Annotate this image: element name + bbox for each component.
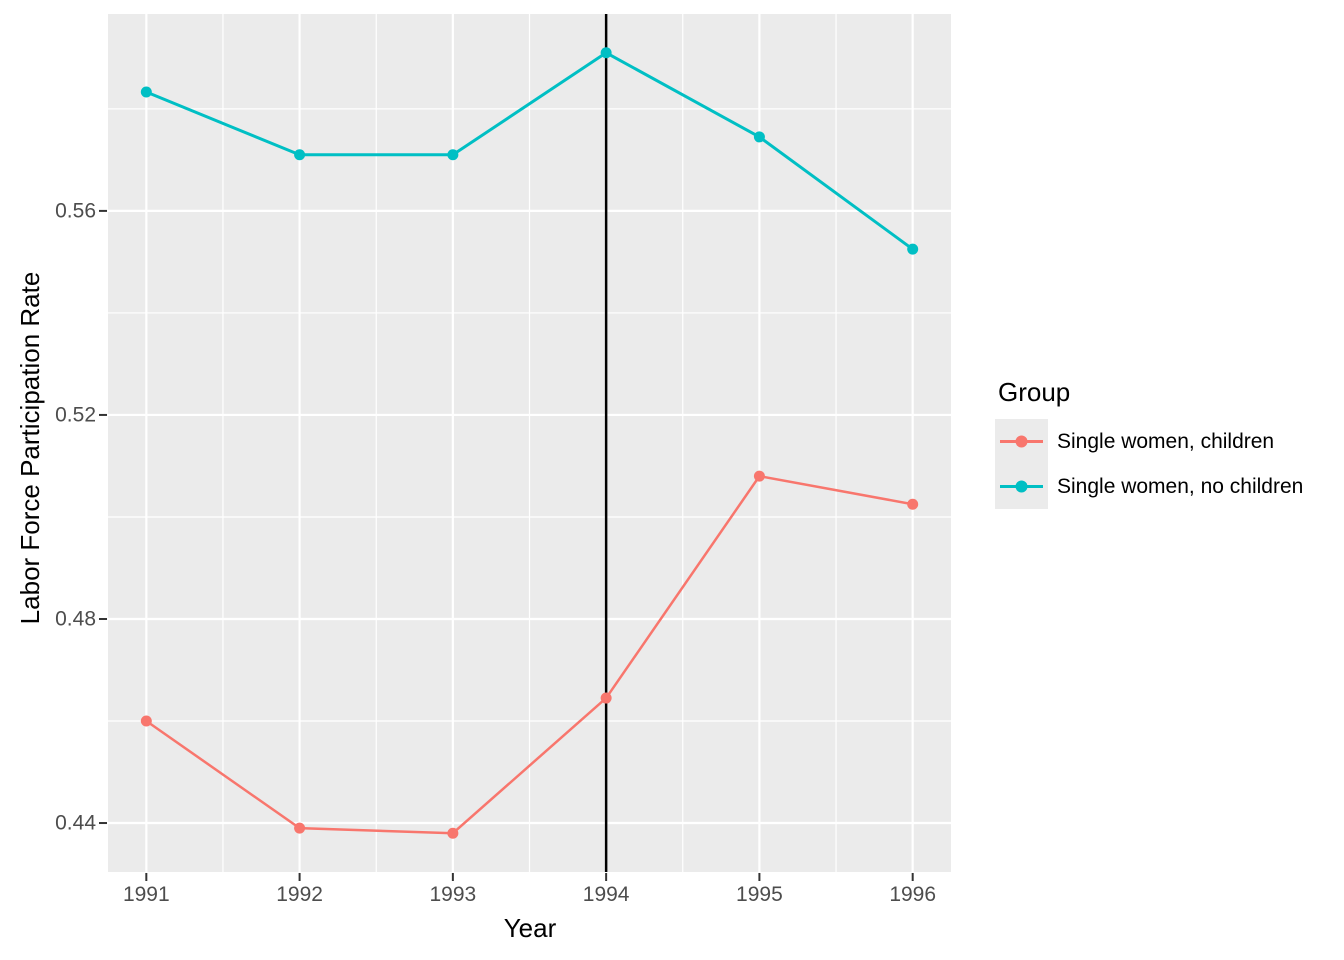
legend-title: Group (998, 377, 1071, 407)
series-point-1 (600, 47, 612, 59)
series-point-1 (447, 149, 459, 161)
legend-key-icon (995, 463, 1048, 509)
legend-key-icon (995, 418, 1048, 464)
legend-item: Single women, children (995, 418, 1303, 464)
legend-rows: Single women, children Single women, no … (995, 418, 1304, 509)
series-line-1 (145, 51, 914, 251)
series-point-0 (140, 715, 152, 727)
legend-item-label: Single women, children (1057, 429, 1275, 453)
series-point-0 (907, 498, 919, 510)
legend-item: Single women, no children (995, 463, 1304, 509)
legend: Group Single women, children Single wome… (995, 378, 1303, 509)
legend-item-label: Single women, no children (1057, 474, 1304, 498)
series-point-1 (140, 86, 152, 98)
series-point-0 (753, 470, 765, 482)
series-point-0 (294, 822, 306, 834)
series-point-1 (294, 149, 306, 161)
series-point-0 (447, 827, 459, 839)
series-point-1 (907, 243, 919, 255)
series-point-1 (753, 131, 765, 143)
series-line-0 (145, 474, 913, 835)
series-point-0 (600, 692, 612, 704)
